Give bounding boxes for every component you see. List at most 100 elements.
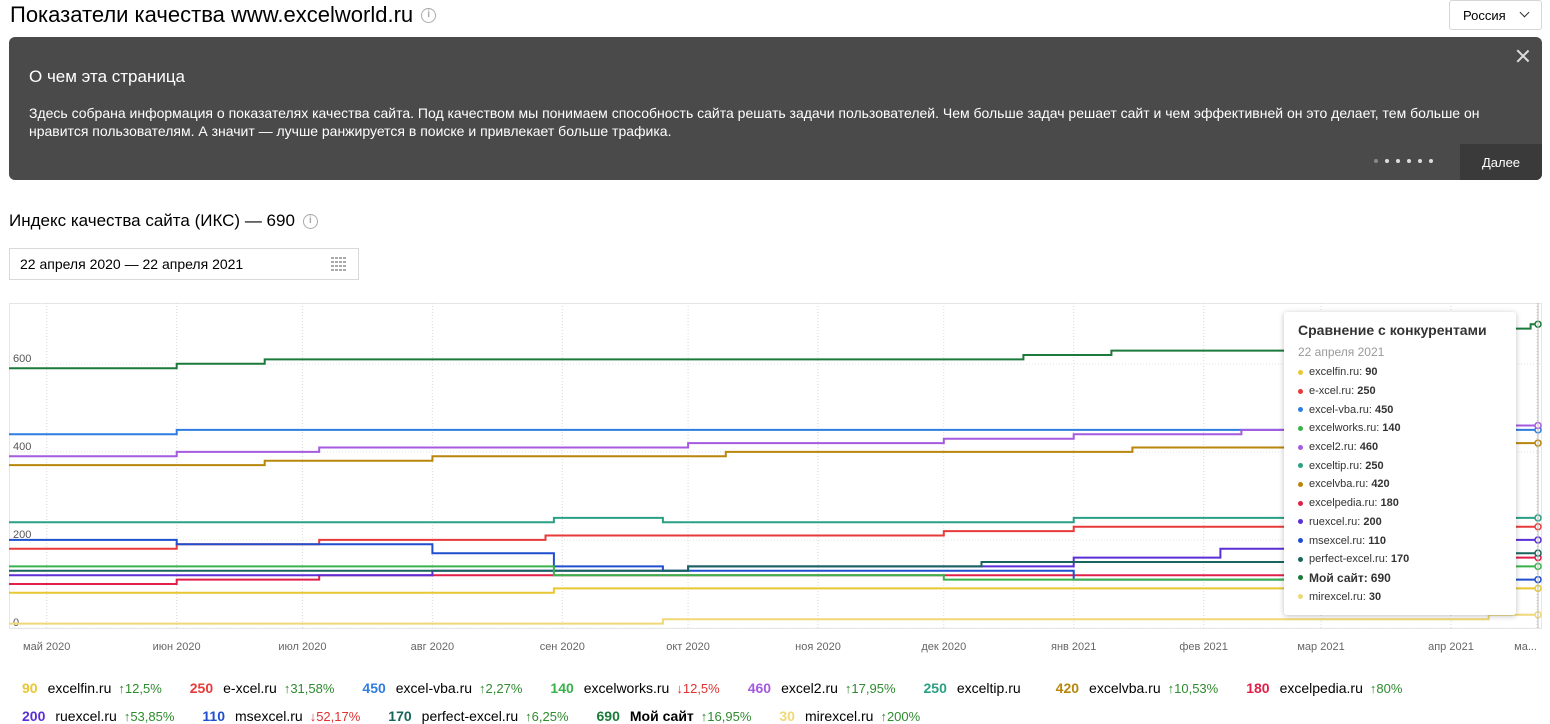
legend-item-value: 170 [388, 708, 412, 724]
info-icon[interactable]: i [421, 7, 437, 23]
legend-item-change: ↑31,58% [283, 680, 335, 696]
tooltip-row: excelvba.ru: 420 [1298, 475, 1502, 494]
chart-legend: 90 excelfin.ru ↑12,5% 250 e-xcel.ru ↑31,58% 45… [22, 677, 1542, 724]
legend-item-value: 140 [550, 680, 574, 696]
x-tick-label: дек 2020 [921, 641, 966, 653]
tooltip-row-value: 140 [1382, 422, 1401, 435]
tooltip-row-name: mirexcel.ru: [1309, 590, 1366, 603]
series-dot-icon [1298, 575, 1303, 581]
legend-item[interactable]: 30 mirexcel.ru ↑200% [779, 708, 920, 724]
tooltip-rows: excelfin.ru: 90 e-xcel.ru: 250 excel-vba.ru:… [1298, 363, 1502, 606]
legend-item-change: ↑80% [1369, 680, 1403, 696]
page-title: Показатели качества www.excelworld.ru i [10, 2, 437, 28]
tooltip-row-value: 460 [1359, 441, 1379, 454]
tooltip-row-value: 110 [1368, 534, 1386, 547]
tooltip-row-name: excelfin.ru: [1309, 366, 1363, 379]
x-tick-label: сен 2020 [540, 641, 585, 653]
legend-item-value: 420 [1055, 680, 1080, 696]
banner-title: О чем эта страница [29, 67, 186, 86]
pagination-dot[interactable] [1407, 159, 1411, 163]
tooltip-row: excel2.ru: 460 [1298, 438, 1502, 457]
series-dot-icon [1298, 425, 1303, 431]
legend-item-value: 180 [1246, 680, 1270, 696]
tooltip-row-value: 30 [1368, 590, 1382, 603]
tooltip-row-value: 420 [1371, 478, 1390, 491]
pagination-dot[interactable] [1374, 159, 1378, 163]
tooltip-row-name: excel2.ru: [1309, 441, 1357, 454]
date-range-value: 22 апреля 2020 — 22 апреля 2021 [20, 256, 244, 272]
page-title-text: Показатели качества www.excelworld.ru [10, 2, 414, 27]
legend-item[interactable]: 460 excel2.ru ↑17,95% [748, 680, 896, 696]
date-range-picker[interactable]: 22 апреля 2020 — 22 апреля 2021 [9, 248, 359, 280]
pagination-dot[interactable] [1418, 159, 1422, 163]
series-line [9, 587, 1539, 594]
region-select[interactable]: Россия [1449, 0, 1542, 30]
next-button[interactable]: Далее [1460, 144, 1542, 180]
y-tick-label: 600 [13, 353, 31, 365]
tooltip-row-value: 170 [1390, 553, 1410, 566]
tooltip-title: Сравнение с конкурентами [1298, 322, 1487, 338]
legend-item-change: ↓12,5% [676, 680, 720, 696]
legend-item-name: Мой сайт [629, 708, 694, 724]
tooltip-row: excelworks.ru: 140 [1298, 419, 1502, 438]
legend-item[interactable]: 180 excelpedia.ru ↑80% [1246, 680, 1402, 696]
legend-item-change: ↓52,17% [309, 708, 361, 724]
tooltip-row-name: excelpedia.ru: [1309, 497, 1378, 510]
legend-item-change: ↑2,27% [479, 680, 523, 696]
pagination-dot[interactable] [1385, 159, 1389, 163]
tooltip-row-name: Мой сайт: [1309, 570, 1368, 585]
series-dot-icon [1298, 556, 1303, 562]
tooltip-row: exceltip.ru: 250 [1298, 456, 1502, 475]
legend-item[interactable]: 450 excel-vba.ru ↑2,27% [362, 680, 522, 696]
tooltip-row-value: 180 [1380, 497, 1399, 510]
banner-pagination [1374, 159, 1433, 163]
tooltip-row: mirexcel.ru: 30 [1298, 587, 1502, 606]
legend-item-value: 30 [779, 708, 795, 724]
legend-item-name: perfect-excel.ru [421, 708, 519, 724]
legend-item[interactable]: 690 Мой сайт ↑16,95% [597, 708, 752, 724]
legend-item-value: 250 [189, 680, 214, 696]
legend-item[interactable]: 90 excelfin.ru ↑12,5% [22, 680, 162, 696]
legend-item-name: e-xcel.ru [223, 680, 277, 696]
legend-item-change: ↑53,85% [123, 708, 175, 724]
legend-item[interactable]: 200 ruexcel.ru ↑53,85% [22, 708, 174, 724]
x-tick-label: апр 2021 [1428, 641, 1474, 653]
info-icon[interactable]: i [302, 213, 318, 229]
legend-item[interactable]: 250 e-xcel.ru ↑31,58% [190, 680, 335, 696]
series-dot-icon [1298, 369, 1303, 375]
tooltip-date: 22 апреля 2021 [1298, 345, 1385, 359]
legend-item[interactable]: 250 exceltip.ru [924, 680, 1028, 696]
legend-item[interactable]: 140 excelworks.ru ↓12,5% [550, 680, 719, 696]
x-tick-label: ноя 2020 [795, 641, 841, 653]
legend-item-change: ↑17,95% [844, 680, 896, 696]
pagination-dot[interactable] [1396, 159, 1400, 163]
legend-item-name: exceltip.ru [956, 680, 1021, 696]
calendar-icon[interactable] [331, 257, 346, 271]
pagination-dot[interactable] [1429, 159, 1433, 163]
x-tick-label: июл 2020 [278, 641, 326, 653]
tooltip-row: excelfin.ru: 90 [1298, 363, 1502, 382]
tooltip-row: Мой сайт: 690 [1298, 569, 1502, 588]
region-select-value: Россия [1463, 7, 1506, 23]
legend-item-value: 690 [596, 708, 620, 724]
close-icon[interactable] [1514, 47, 1532, 65]
legend-item-change: ↑10,53% [1167, 680, 1219, 696]
series-dot-icon [1298, 519, 1303, 525]
legend-item[interactable]: 110 msexcel.ru ↓52,17% [202, 708, 360, 724]
iks-heading: Индекс качества сайта (ИКС) — 690 i [9, 211, 318, 231]
tooltip-row-name: exceltip.ru: [1309, 459, 1363, 472]
x-tick-label: май 2020 [23, 641, 70, 653]
legend-item[interactable]: 170 perfect-excel.ru ↑6,25% [388, 708, 568, 724]
x-tick-label: мар 2021 [1297, 641, 1344, 653]
series-dot-icon [1298, 463, 1303, 469]
tooltip-row-value: 250 [1357, 385, 1376, 398]
legend-row: 90 excelfin.ru ↑12,5% 250 e-xcel.ru ↑31,58% 45… [22, 677, 1542, 699]
banner-text: Здесь собрана информация о показателях к… [29, 105, 1480, 139]
y-tick-label: 400 [13, 441, 31, 453]
tooltip-row: ruexcel.ru: 200 [1298, 513, 1502, 532]
tooltip-row-name: excelworks.ru: [1309, 422, 1380, 435]
legend-item-change: ↑16,95% [700, 708, 752, 724]
series-dot-icon [1298, 388, 1303, 394]
tooltip-row-name: ruexcel.ru: [1309, 515, 1361, 528]
legend-item[interactable]: 420 excelvba.ru ↑10,53% [1056, 680, 1219, 696]
